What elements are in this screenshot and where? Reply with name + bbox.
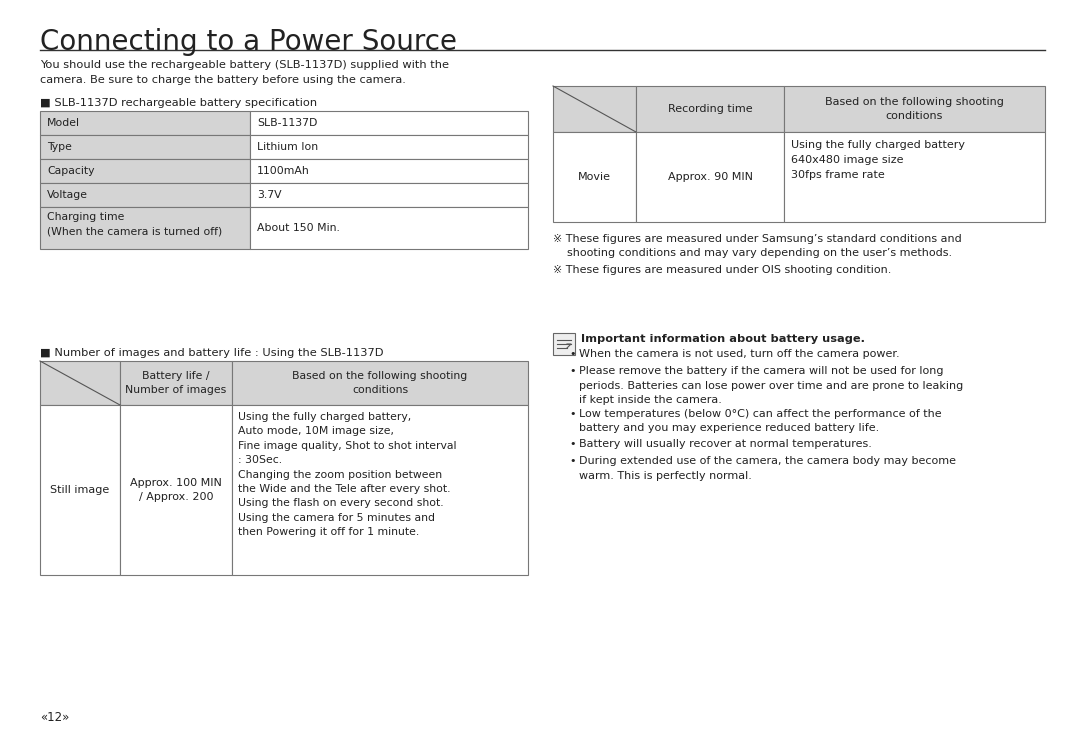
Text: Approx. 100 MIN
/ Approx. 200: Approx. 100 MIN / Approx. 200 [130, 478, 221, 502]
Bar [232, 361, 528, 405]
Text: Using the fully charged battery,
Auto mode, 10M image size,
Fine image quality, : Using the fully charged battery, Auto mo… [238, 412, 457, 537]
Bar [553, 86, 636, 132]
Text: ■ SLB-1137D rechargeable battery specification: ■ SLB-1137D rechargeable battery specifi… [40, 98, 318, 108]
Text: •: • [569, 366, 576, 377]
Text: ※ These figures are measured under OIS shooting condition.: ※ These figures are measured under OIS s… [553, 265, 891, 275]
Bar [120, 361, 232, 405]
Bar [249, 207, 528, 249]
Text: Voltage: Voltage [48, 190, 87, 200]
Bar [636, 132, 784, 222]
Text: When the camera is not used, turn off the camera power.: When the camera is not used, turn off th… [579, 349, 900, 359]
Bar [784, 132, 1045, 222]
Text: You should use the rechargeable battery (SLB-1137D) supplied with the
camera. Be: You should use the rechargeable battery … [40, 60, 449, 85]
Bar [636, 86, 784, 132]
Text: Important information about battery usage.: Important information about battery usag… [581, 334, 865, 344]
Text: •: • [569, 409, 576, 419]
Text: During extended use of the camera, the camera body may become
warm. This is perf: During extended use of the camera, the c… [579, 457, 956, 481]
Text: Still image: Still image [51, 485, 110, 495]
Bar [40, 207, 249, 249]
Text: Charging time
(When the camera is turned off): Charging time (When the camera is turned… [48, 212, 222, 236]
Text: Low temperatures (below 0°C) can affect the performance of the
battery and you m: Low temperatures (below 0°C) can affect … [579, 409, 942, 433]
Text: Battery will usually recover at normal temperatures.: Battery will usually recover at normal t… [579, 439, 872, 449]
Bar [40, 183, 249, 207]
Bar [232, 405, 528, 575]
Text: Lithium Ion: Lithium Ion [257, 142, 319, 152]
Bar [784, 86, 1045, 132]
Bar [40, 159, 249, 183]
Text: Movie: Movie [578, 172, 611, 182]
Bar [120, 405, 232, 575]
Text: 1100mAh: 1100mAh [257, 166, 310, 176]
Text: •: • [569, 349, 576, 359]
Text: «12»: «12» [40, 711, 69, 724]
Text: Approx. 90 MIN: Approx. 90 MIN [667, 172, 753, 182]
Text: About 150 Min.: About 150 Min. [257, 223, 340, 233]
Text: Model: Model [48, 118, 80, 128]
Text: Connecting to a Power Source: Connecting to a Power Source [40, 28, 457, 56]
Bar [249, 183, 528, 207]
Text: SLB-1137D: SLB-1137D [257, 118, 318, 128]
Bar [249, 111, 528, 135]
Text: Based on the following shooting
conditions: Based on the following shooting conditio… [825, 98, 1004, 121]
Bar [40, 111, 249, 135]
Text: •: • [569, 457, 576, 466]
Bar [40, 405, 120, 575]
Bar [249, 135, 528, 159]
Bar [40, 135, 249, 159]
Bar [249, 159, 528, 183]
Bar [553, 132, 636, 222]
Bar [553, 333, 575, 355]
Bar [40, 361, 120, 405]
Text: Based on the following shooting
conditions: Based on the following shooting conditio… [293, 372, 468, 395]
Text: 3.7V: 3.7V [257, 190, 282, 200]
Text: Using the fully charged battery
640x480 image size
30fps frame rate: Using the fully charged battery 640x480 … [791, 140, 966, 180]
Text: Capacity: Capacity [48, 166, 95, 176]
Text: Type: Type [48, 142, 72, 152]
Text: ※ These figures are measured under Samsung’s standard conditions and
    shootin: ※ These figures are measured under Samsu… [553, 234, 962, 258]
Text: ■ Number of images and battery life : Using the SLB-1137D: ■ Number of images and battery life : Us… [40, 348, 383, 358]
Text: Recording time: Recording time [667, 104, 753, 114]
Text: Please remove the battery if the camera will not be used for long
periods. Batte: Please remove the battery if the camera … [579, 366, 963, 405]
Text: Battery life /
Number of images: Battery life / Number of images [125, 372, 227, 395]
Text: •: • [569, 439, 576, 449]
